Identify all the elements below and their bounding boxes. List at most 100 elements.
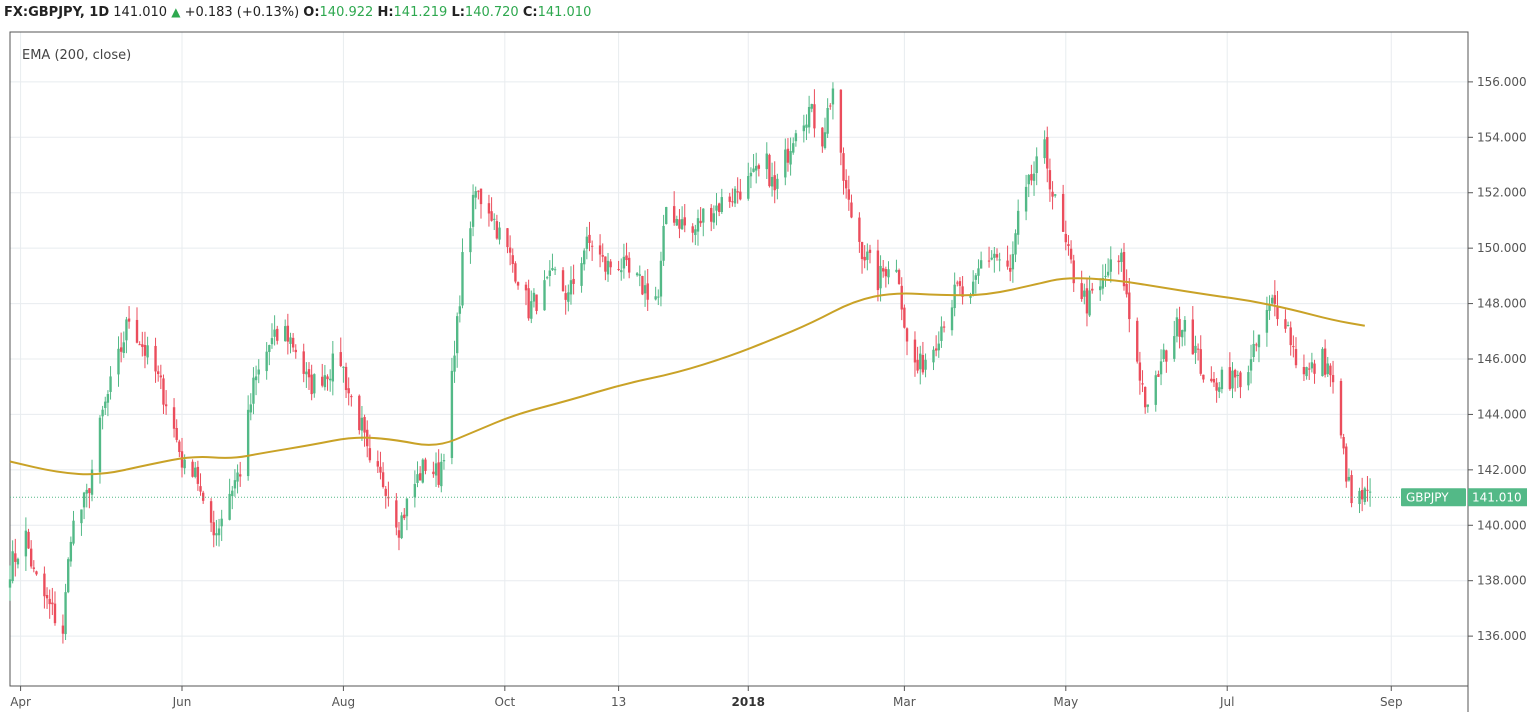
candle-body[interactable] [106, 394, 110, 403]
candle-body[interactable] [842, 153, 845, 181]
candle-body[interactable] [1141, 383, 1144, 385]
candle-body[interactable] [254, 376, 258, 381]
candle-body[interactable] [675, 218, 679, 226]
candle-body[interactable] [310, 374, 313, 395]
candle-body[interactable] [627, 257, 631, 273]
candle-body[interactable] [776, 178, 779, 189]
candle-body[interactable] [64, 592, 67, 635]
candle-body[interactable] [146, 345, 149, 358]
candle-body[interactable] [191, 461, 194, 477]
candle-body[interactable] [257, 369, 260, 375]
candle-body[interactable] [1162, 349, 1165, 360]
candle-body[interactable] [1009, 267, 1012, 272]
candle-body[interactable] [360, 417, 364, 431]
candle-body[interactable] [551, 267, 554, 271]
candle-body[interactable] [654, 296, 657, 300]
candle-body[interactable] [757, 165, 761, 169]
candle-body[interactable] [461, 252, 464, 306]
candle-body[interactable] [233, 480, 237, 489]
candle-body[interactable] [376, 461, 379, 467]
candle-body[interactable] [1083, 290, 1086, 297]
candle-body[interactable] [897, 270, 901, 285]
candle-body[interactable] [508, 247, 512, 253]
candle-body[interactable] [635, 273, 639, 276]
candle-body[interactable] [659, 260, 663, 297]
candle-body[interactable] [1194, 345, 1197, 353]
candle-body[interactable] [434, 463, 438, 476]
candle-body[interactable] [450, 370, 454, 458]
candle-body[interactable] [172, 407, 176, 429]
candle-body[interactable] [122, 342, 125, 353]
candle-body[interactable] [418, 473, 422, 481]
candle-body[interactable] [1109, 259, 1112, 272]
candle-body[interactable] [305, 371, 308, 375]
candle-body[interactable] [813, 104, 816, 129]
candle-body[interactable] [1331, 375, 1335, 383]
candle-body[interactable] [284, 326, 287, 342]
candle-body[interactable] [530, 301, 533, 319]
candle-body[interactable] [1360, 489, 1364, 500]
candle-body[interactable] [643, 285, 647, 294]
candle-body[interactable] [847, 189, 851, 200]
candle-body[interactable] [154, 345, 157, 372]
candle-body[interactable] [493, 218, 496, 220]
candle-body[interactable] [622, 256, 626, 269]
candle-body[interactable] [228, 493, 231, 520]
candle-body[interactable] [440, 461, 443, 487]
candle-body[interactable] [987, 260, 991, 262]
candle-body[interactable] [969, 294, 972, 298]
candle-body[interactable] [1308, 368, 1311, 370]
candle-body[interactable] [246, 409, 250, 477]
candle-body[interactable] [1101, 277, 1105, 289]
time-axis[interactable]: Apr Jun Aug Oct 13 2018 Mar May Jul Sep [10, 686, 1403, 709]
candle-body[interactable] [900, 285, 903, 310]
candle-body[interactable] [231, 490, 234, 497]
candle-body[interactable] [119, 347, 123, 352]
candle-body[interactable] [1218, 387, 1221, 392]
candle-body[interactable] [1069, 248, 1073, 260]
candle-body[interactable] [201, 492, 205, 501]
candle-body[interactable] [490, 211, 493, 221]
candle-body[interactable] [1347, 476, 1351, 481]
candle-body[interactable] [1048, 170, 1052, 190]
candle-body[interactable] [421, 459, 424, 483]
candle-body[interactable] [270, 338, 274, 345]
candle-body[interactable] [942, 326, 946, 328]
candle-body[interactable] [53, 603, 57, 624]
candle-body[interactable] [728, 196, 731, 202]
candle-body[interactable] [606, 260, 610, 275]
candle-body[interactable] [535, 294, 538, 311]
candle-body[interactable] [720, 197, 723, 213]
candle-body[interactable] [1051, 191, 1054, 197]
candle-body[interactable] [313, 374, 316, 394]
candle-body[interactable] [342, 366, 345, 368]
candle-body[interactable] [506, 228, 509, 248]
candle-body[interactable] [471, 194, 475, 227]
candle-body[interactable] [937, 343, 940, 351]
candle-body[interactable] [339, 352, 342, 366]
candle-body[interactable] [363, 417, 366, 433]
candle-body[interactable] [974, 275, 978, 280]
candle-body[interactable] [641, 275, 644, 295]
candle-body[interactable] [1368, 491, 1372, 493]
candle-body[interactable] [24, 530, 28, 557]
candle-body[interactable] [829, 105, 832, 107]
candle-body[interactable] [307, 369, 311, 378]
candle-body[interactable] [977, 268, 980, 276]
candle-body[interactable] [328, 378, 332, 381]
candle-body[interactable] [1030, 174, 1033, 181]
candle-body[interactable] [866, 251, 869, 260]
candle-body[interactable] [43, 573, 46, 597]
candle-body[interactable] [1231, 370, 1234, 389]
candle-body[interactable] [572, 278, 575, 284]
candle-body[interactable] [51, 602, 54, 605]
candle-body[interactable] [1178, 318, 1181, 337]
candle-body[interactable] [868, 249, 872, 253]
candle-body[interactable] [1165, 350, 1168, 362]
candle-body[interactable] [516, 282, 520, 286]
candle-body[interactable] [1043, 139, 1046, 159]
candle-body[interactable] [8, 579, 12, 588]
candle-body[interactable] [657, 296, 660, 298]
candle-body[interactable] [125, 319, 128, 341]
candle-body[interactable] [1215, 382, 1218, 391]
